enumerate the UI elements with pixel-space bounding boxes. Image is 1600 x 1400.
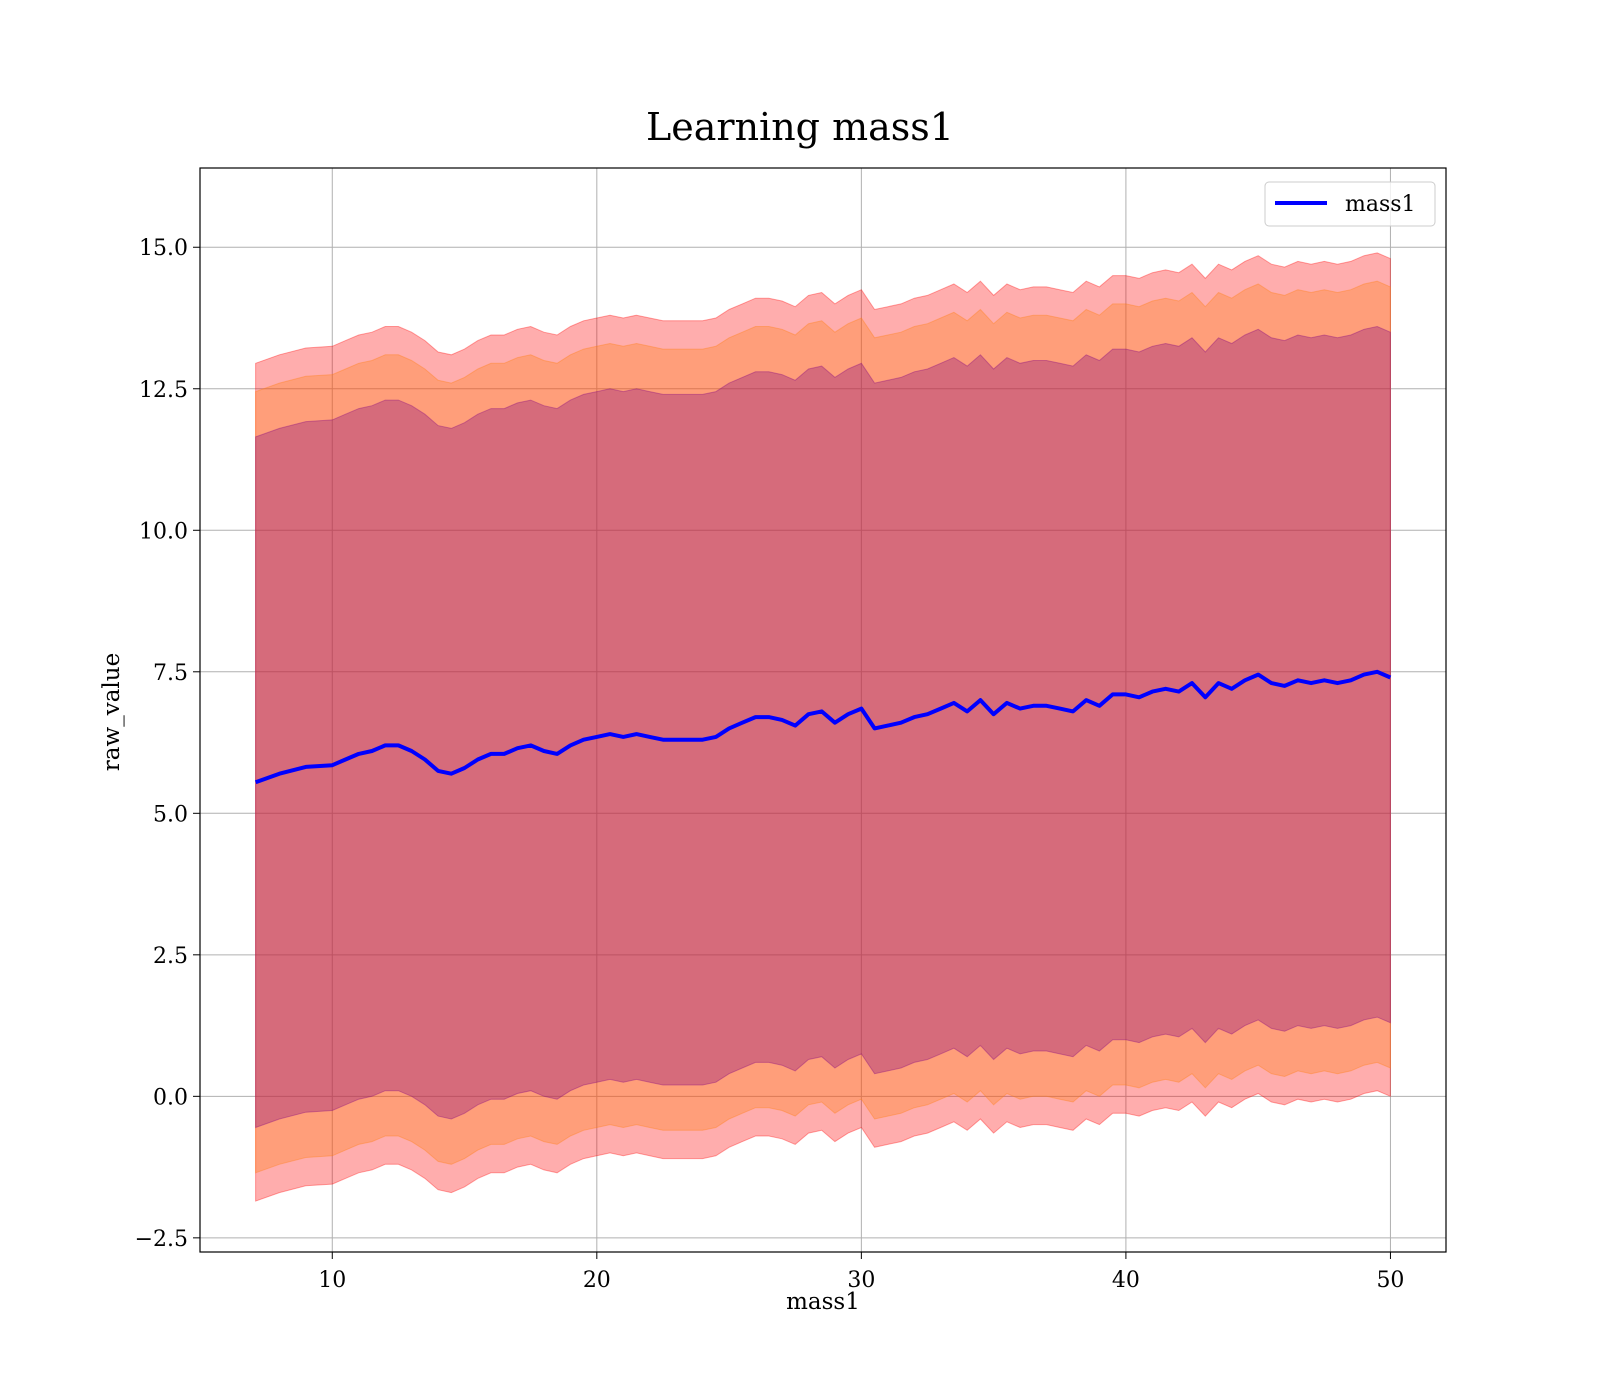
y-tick-label: 0.0 <box>153 1085 188 1110</box>
y-tick-label: 2.5 <box>153 944 188 969</box>
x-axis-ticks: 10 20 30 40 50 <box>318 1252 1404 1293</box>
y-tick-label: 12.5 <box>139 378 188 403</box>
legend-box <box>1264 181 1436 227</box>
series-line-mass1 <box>254 669 1392 785</box>
y-axis-ticks: −2.5 0.0 2.5 5.0 7.5 10.0 12.5 15.0 <box>135 236 200 1252</box>
x-tick-label: 20 <box>583 1268 611 1293</box>
y-axis-label: raw_value <box>99 653 125 771</box>
band-inner <box>255 325 1391 1129</box>
y-tick-label: 15.0 <box>139 236 188 261</box>
x-tick-label: 10 <box>318 1268 346 1293</box>
chart-title: Learning mass1 <box>646 105 954 149</box>
grid-lines <box>200 168 1446 1252</box>
legend: mass1 <box>1264 181 1436 227</box>
x-tick-label: 30 <box>847 1268 875 1293</box>
plot-frame <box>199 167 1447 1253</box>
y-tick-label: 7.5 <box>153 661 188 686</box>
y-tick-label: −2.5 <box>135 1227 188 1252</box>
x-tick-label: 40 <box>1112 1268 1140 1293</box>
legend-entry-mass1: mass1 <box>1345 192 1416 217</box>
y-tick-label: 10.0 <box>139 519 188 544</box>
band-middle <box>255 280 1391 1174</box>
y-tick-label: 5.0 <box>153 802 188 827</box>
x-axis-label: mass1 <box>786 1289 860 1315</box>
uncertainty-bands <box>255 252 1391 1202</box>
series-lines <box>254 669 1392 785</box>
x-tick-label: 50 <box>1376 1268 1404 1293</box>
band-outer <box>255 252 1391 1202</box>
